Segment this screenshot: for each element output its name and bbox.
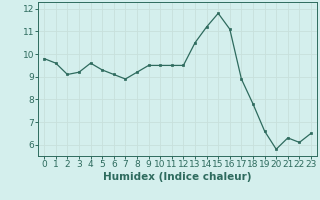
X-axis label: Humidex (Indice chaleur): Humidex (Indice chaleur) [103,172,252,182]
